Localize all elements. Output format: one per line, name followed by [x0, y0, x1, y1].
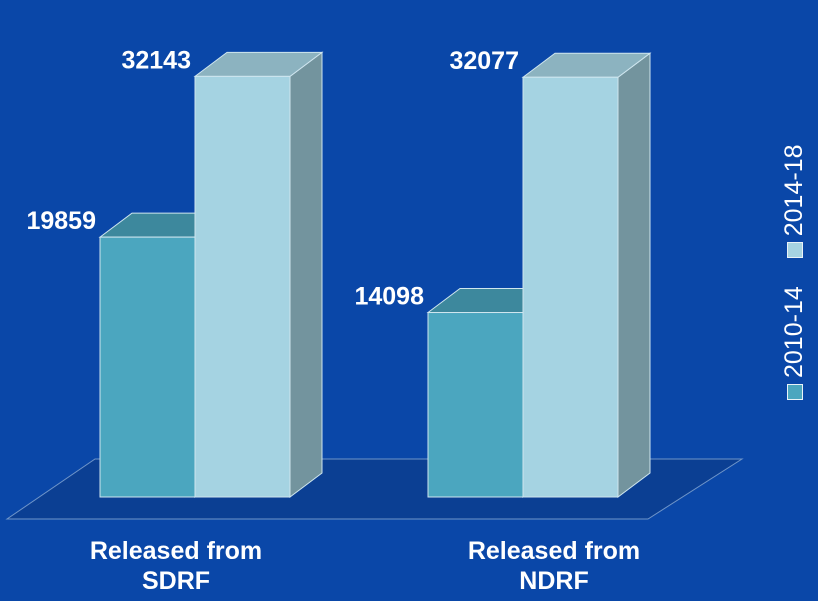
bar-2014-18-0 [194, 75, 291, 498]
category-label-0: Released from SDRF [46, 536, 306, 596]
data-label-2010-14-0: 19859 [26, 207, 96, 235]
legend-label-2010-14: 2010-14 [780, 286, 808, 378]
bar-2010-14-0 [99, 236, 196, 498]
legend-swatch-2010-14 [786, 384, 803, 400]
bar-2014-18-1 [522, 76, 619, 498]
legend-item-2010-14: 2010-14 [780, 286, 809, 400]
legend: 2010-14 2014-18 [780, 117, 809, 400]
bar-side-2014-18-1 [617, 52, 651, 498]
category-label-1-line2: NDRF [519, 567, 589, 595]
category-label-1-line1: Released from [467, 537, 641, 565]
bar-side-2014-18-0 [289, 51, 323, 498]
legend-item-2014-18: 2014-18 [780, 145, 809, 259]
category-label-0-line1: Released from [89, 537, 263, 565]
legend-label-2014-18: 2014-18 [780, 144, 808, 237]
data-label-2014-18-1: 32077 [449, 47, 519, 75]
data-label-2010-14-1: 14098 [354, 283, 424, 311]
category-label-0-line2: SDRF [141, 567, 211, 595]
bar-2010-14-1 [427, 312, 524, 498]
category-label-1: Released from NDRF [424, 536, 684, 596]
data-label-2014-18-0: 32143 [121, 46, 191, 74]
legend-swatch-2014-18 [786, 242, 803, 259]
